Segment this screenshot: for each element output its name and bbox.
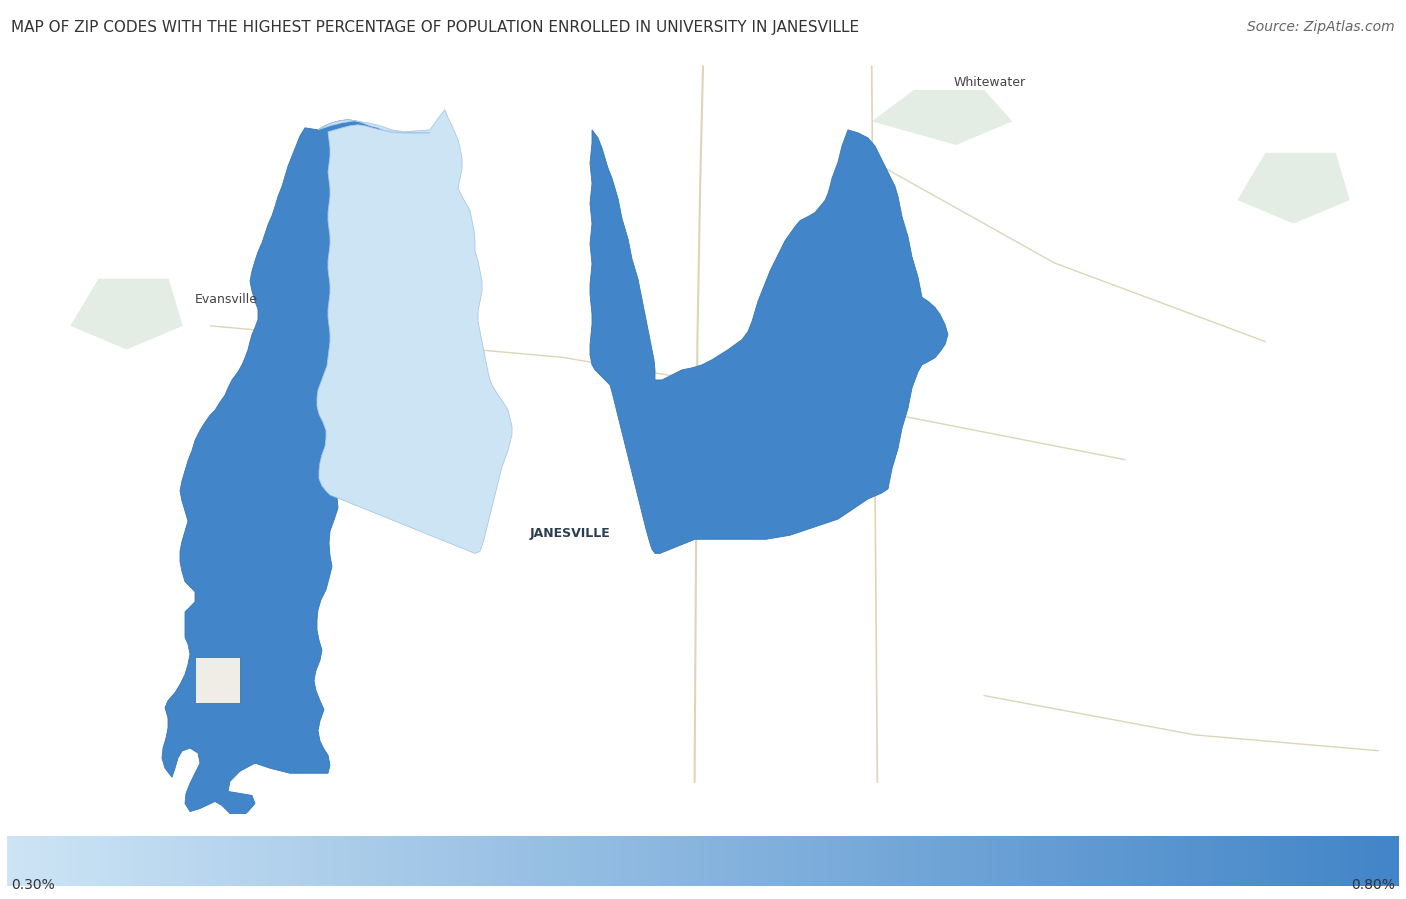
Polygon shape <box>162 120 430 825</box>
Text: JANESVILLE: JANESVILLE <box>530 527 610 539</box>
Polygon shape <box>1237 153 1350 224</box>
Polygon shape <box>316 110 512 554</box>
Text: Evansville: Evansville <box>195 293 257 306</box>
Text: 0.80%: 0.80% <box>1351 877 1395 892</box>
Polygon shape <box>70 279 183 350</box>
Text: 0.30%: 0.30% <box>11 877 55 892</box>
Polygon shape <box>872 90 1012 145</box>
Polygon shape <box>195 657 240 703</box>
Text: Whitewater: Whitewater <box>953 76 1026 89</box>
Polygon shape <box>591 129 948 554</box>
Text: MAP OF ZIP CODES WITH THE HIGHEST PERCENTAGE OF POPULATION ENROLLED IN UNIVERSIT: MAP OF ZIP CODES WITH THE HIGHEST PERCEN… <box>11 20 859 35</box>
Text: Source: ZipAtlas.com: Source: ZipAtlas.com <box>1247 20 1395 34</box>
